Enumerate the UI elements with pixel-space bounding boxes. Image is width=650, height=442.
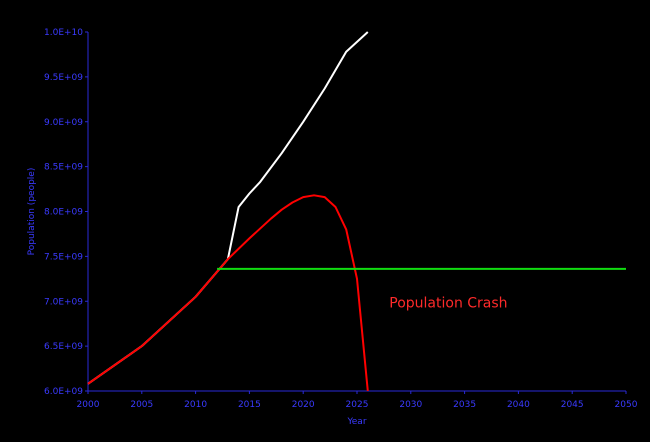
x-tick-label: 2010 (184, 400, 207, 410)
y-axis-title: Population (people) (27, 168, 37, 256)
x-axis-title: Year (346, 417, 366, 427)
x-tick-label: 2040 (507, 400, 530, 410)
x-tick-label: 2025 (346, 400, 369, 410)
annotation-population-crash: Population Crash (389, 296, 507, 312)
y-tick-label: 7.5E+09 (44, 252, 83, 262)
y-tick-label: 8.0E+09 (44, 208, 83, 218)
x-tick-label: 2050 (615, 400, 638, 410)
x-tick-label: 2000 (77, 400, 100, 410)
y-tick-label: 9.0E+09 (44, 118, 83, 128)
y-tick-label: 6.0E+09 (44, 387, 83, 397)
x-tick-label: 2030 (399, 400, 422, 410)
x-tick-label: 2045 (561, 400, 584, 410)
y-tick-label: 6.5E+09 (44, 342, 83, 352)
y-tick-label: 8.5E+09 (44, 163, 83, 173)
x-tick-label: 2020 (292, 400, 315, 410)
series-line-2 (87, 194, 369, 392)
axes (85, 31, 627, 394)
series-lines (87, 31, 626, 392)
tick-labels: 2000 2005 2010 2015 2020 2025 2030 2035 2040 2045… (44, 28, 638, 410)
x-tick-label: 2015 (238, 400, 261, 410)
x-tick-label: 2005 (130, 400, 153, 410)
y-tick-label: 9.5E+09 (44, 73, 83, 83)
y-tick-label: 1.0E+10 (44, 28, 83, 38)
y-tick-label: 7.0E+09 (44, 297, 83, 307)
annotations: Population Crash (389, 296, 507, 312)
x-tick-label: 2035 (453, 400, 476, 410)
